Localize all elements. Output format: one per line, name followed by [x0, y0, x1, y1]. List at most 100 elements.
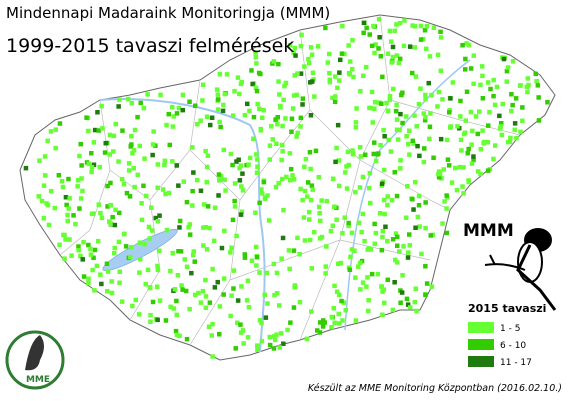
survey-square	[369, 271, 375, 277]
survey-square	[482, 139, 487, 145]
survey-square	[405, 302, 411, 307]
survey-square	[103, 141, 108, 146]
survey-square	[219, 245, 225, 251]
survey-square	[283, 80, 289, 86]
survey-square	[215, 279, 220, 285]
survey-square	[281, 97, 286, 103]
survey-square	[486, 123, 491, 128]
survey-square	[463, 118, 468, 123]
survey-square	[399, 92, 404, 97]
survey-square	[338, 57, 343, 63]
survey-square	[230, 162, 235, 168]
survey-square	[128, 254, 133, 260]
survey-square	[292, 45, 298, 51]
survey-square	[163, 191, 168, 197]
survey-square	[394, 127, 400, 132]
survey-square	[322, 320, 327, 325]
survey-square	[42, 173, 48, 178]
survey-square	[229, 245, 234, 250]
survey-square	[271, 261, 277, 267]
survey-square	[284, 174, 289, 180]
survey-square	[348, 59, 353, 64]
survey-square	[92, 247, 98, 253]
survey-square	[260, 115, 265, 120]
survey-square	[545, 100, 550, 105]
survey-square	[445, 157, 451, 162]
survey-square	[148, 312, 153, 318]
survey-square	[244, 298, 250, 303]
survey-square	[518, 129, 523, 135]
legend-swatch	[468, 322, 494, 333]
survey-square	[339, 51, 345, 56]
survey-square	[48, 188, 54, 194]
survey-square	[280, 149, 285, 154]
survey-square	[168, 304, 173, 310]
survey-square	[262, 195, 268, 200]
survey-square	[471, 81, 476, 87]
survey-square	[210, 321, 215, 327]
survey-square	[42, 154, 48, 159]
survey-square	[155, 267, 161, 273]
survey-square	[109, 290, 115, 296]
survey-square	[88, 246, 93, 252]
survey-square	[392, 280, 397, 285]
survey-square	[463, 67, 468, 72]
survey-square	[207, 225, 212, 231]
survey-square	[298, 186, 303, 192]
survey-square	[105, 183, 110, 189]
survey-square	[439, 176, 444, 181]
survey-square	[143, 193, 149, 199]
survey-square	[469, 161, 475, 166]
survey-square	[205, 204, 211, 209]
survey-square	[109, 279, 114, 284]
survey-square	[360, 211, 366, 217]
survey-square	[91, 255, 96, 260]
survey-square	[105, 289, 110, 294]
survey-square	[397, 249, 402, 254]
survey-square	[413, 286, 418, 291]
survey-square	[119, 299, 125, 304]
survey-square	[340, 23, 345, 29]
survey-square	[145, 267, 151, 273]
survey-square	[41, 183, 47, 188]
survey-square	[458, 98, 463, 104]
survey-square	[135, 172, 140, 178]
survey-square	[167, 142, 172, 148]
survey-square	[307, 217, 312, 222]
survey-square	[170, 159, 175, 164]
survey-square	[280, 142, 285, 148]
survey-square	[255, 343, 260, 348]
survey-square	[172, 287, 178, 292]
survey-square	[121, 231, 127, 237]
survey-square	[410, 197, 415, 202]
survey-square	[217, 119, 222, 125]
survey-square	[177, 225, 182, 230]
survey-square	[249, 68, 254, 73]
survey-square	[295, 71, 300, 76]
survey-square	[157, 248, 162, 253]
survey-square	[209, 333, 214, 338]
survey-square	[239, 209, 245, 214]
survey-square	[510, 59, 516, 64]
survey-square	[427, 136, 432, 142]
survey-square	[89, 165, 95, 170]
survey-square	[52, 205, 57, 211]
survey-square	[372, 106, 377, 111]
survey-square	[259, 187, 264, 192]
survey-square	[270, 137, 275, 142]
survey-square	[131, 165, 136, 171]
survey-square	[78, 196, 84, 201]
survey-square	[149, 228, 155, 233]
survey-square	[288, 320, 293, 325]
survey-square	[308, 166, 313, 172]
survey-square	[427, 124, 433, 129]
survey-square	[303, 156, 309, 162]
survey-square	[173, 328, 179, 334]
survey-square	[277, 303, 282, 308]
survey-square	[229, 293, 234, 298]
survey-square	[336, 183, 342, 189]
survey-square	[95, 110, 100, 115]
survey-square	[298, 124, 303, 129]
survey-square	[291, 305, 297, 310]
survey-square	[494, 84, 500, 90]
